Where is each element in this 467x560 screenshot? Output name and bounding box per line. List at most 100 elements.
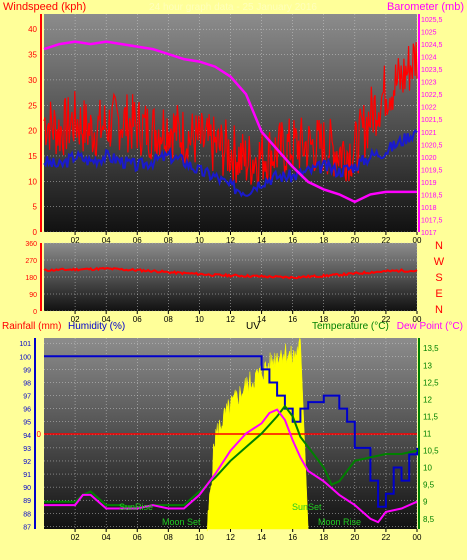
barometer-axis-title: Barometer (mb) [387, 1, 464, 13]
barometer-y-tick-label: 1024 [421, 55, 437, 62]
wind-y-tick-label: 15 [28, 152, 37, 161]
barometer-y-tick-label: 1025 [421, 30, 437, 37]
direction-x-tick-label: 10 [195, 315, 204, 324]
wind-average-line [43, 129, 418, 198]
humidity-y-tick-label: 97 [23, 394, 31, 401]
wind-x-tick-label: 16 [288, 236, 297, 245]
barometer-y-tick-label: 1021,5 [421, 117, 443, 124]
humidity-line [44, 355, 418, 508]
wind-panel-axes: 02 04 06 08 10 12 14 16 18 20 22 000510152025303540… [28, 14, 443, 245]
humidity-y-tick-label: 93 [23, 446, 31, 453]
wind-y-tick-label: 0 [33, 228, 38, 237]
direction-x-tick-label: 02 [71, 315, 80, 324]
direction-letter: S [435, 272, 442, 284]
humidity-y-tick-label: 95 [23, 420, 31, 427]
wind-y-tick-label: 5 [33, 203, 38, 212]
climate-x-tick-label: 12 [226, 533, 235, 542]
climate-x-tick-label: 08 [164, 533, 173, 542]
wind-panel-grid [44, 14, 418, 233]
humidity-y-tick-label: 90 [23, 485, 31, 492]
rainfall-y-tick-label: 0 [37, 430, 42, 439]
barometer-y-tick-label: 1023 [421, 80, 437, 87]
humidity-y-tick-label: 99 [23, 367, 31, 374]
barometer-y-tick-label: 1023,5 [421, 67, 443, 74]
barometer-y-tick-label: 1018 [421, 205, 437, 212]
direction-x-tick-label: 04 [102, 315, 111, 324]
climate-panel-axes: 02 04 06 08 10 12 14 16 18 20 22 008788899091929394… [19, 338, 439, 542]
direction-panel-series [43, 266, 418, 280]
barometer-y-tick-label: 1022,5 [421, 92, 443, 99]
temperature-y-tick-label: 11,5 [423, 412, 439, 421]
temperature-y-tick-label: 8,5 [423, 515, 435, 524]
rainfall-axis-title: Rainfall (mm) [2, 321, 61, 332]
barometer-y-tick-label: 1021 [421, 130, 437, 137]
direction-letter: N [435, 304, 443, 316]
wind-x-tick-label: 20 [350, 236, 359, 245]
wind-x-tick-label: 14 [257, 236, 266, 245]
humidity-y-tick-label: 87 [23, 524, 31, 531]
barometer-line [43, 40, 417, 204]
temperature-y-tick-label: 12,5 [423, 378, 439, 387]
wind-y-tick-label: 25 [28, 101, 37, 110]
temperature-y-tick-label: 9,5 [423, 481, 435, 490]
temperature-line [44, 404, 418, 510]
temperature-y-tick-label: 9 [423, 498, 428, 507]
barometer-y-tick-label: 1017,5 [421, 217, 443, 224]
direction-y-tick-label: 180 [25, 275, 37, 282]
direction-letter: E [435, 288, 442, 300]
barometer-y-tick-label: 1020,5 [421, 142, 443, 149]
humidity-y-tick-label: 88 [23, 511, 31, 518]
barometer-y-tick-label: 1025,5 [421, 17, 443, 24]
direction-x-tick-label: 06 [133, 315, 142, 324]
wind-y-tick-label: 20 [28, 127, 37, 136]
wind-y-tick-label: 30 [28, 76, 37, 85]
humidity-y-tick-label: 98 [23, 380, 31, 387]
climate-x-tick-label: 14 [257, 533, 266, 542]
wind-y-tick-label: 10 [28, 177, 37, 186]
direction-y-tick-label: 270 [25, 258, 37, 265]
wind-y-tick-label: 40 [28, 25, 37, 34]
graph-date-title: 24 hour graph data - 25 January 2016 [149, 2, 317, 13]
barometer-y-tick-label: 1019,5 [421, 167, 443, 174]
climate-x-tick-label: 02 [71, 533, 80, 542]
direction-letter: W [434, 256, 445, 268]
wind-x-tick-label: 08 [164, 236, 173, 245]
climate-x-tick-label: 06 [133, 533, 142, 542]
direction-x-tick-label: 14 [257, 315, 266, 324]
temperature-y-tick-label: 10 [423, 464, 432, 473]
uv-axis-title: UV [246, 321, 260, 332]
wind-x-tick-label: 00 [413, 236, 422, 245]
climate-x-tick-label: 10 [195, 533, 204, 542]
direction-x-tick-label: 08 [164, 315, 173, 324]
direction-x-tick-label: 00 [413, 315, 422, 324]
climate-panel-series [44, 337, 418, 532]
climate-x-tick-label: 04 [102, 533, 111, 542]
climate-x-tick-label: 18 [319, 533, 328, 542]
direction-y-tick-label: 360 [25, 241, 37, 248]
wind-x-tick-label: 22 [381, 236, 390, 245]
climate-x-tick-label: 00 [413, 533, 422, 542]
humidity-y-tick-label: 92 [23, 459, 31, 466]
barometer-y-tick-label: 1020 [421, 155, 437, 162]
sunset-label: SunSet [292, 502, 322, 512]
dewpoint-line [44, 408, 418, 524]
humidity-y-tick-label: 96 [23, 407, 31, 414]
barometer-y-tick-label: 1017 [421, 230, 437, 237]
temperature-y-tick-label: 13,5 [423, 344, 439, 353]
wind-x-tick-label: 02 [71, 236, 80, 245]
sunrise-label: SunRise [119, 502, 153, 512]
climate-x-tick-label: 16 [288, 533, 297, 542]
wind-x-tick-label: 06 [133, 236, 142, 245]
wind-x-tick-label: 18 [319, 236, 328, 245]
direction-x-tick-label: 20 [350, 315, 359, 324]
humidity-axis-title: Humidity (%) [68, 321, 125, 332]
climate-x-tick-label: 20 [350, 533, 359, 542]
wind-gust-line [43, 42, 418, 187]
moonrise-label: Moon Rise [318, 517, 361, 527]
barometer-y-tick-label: 1019 [421, 180, 437, 187]
humidity-y-tick-label: 91 [23, 472, 31, 479]
